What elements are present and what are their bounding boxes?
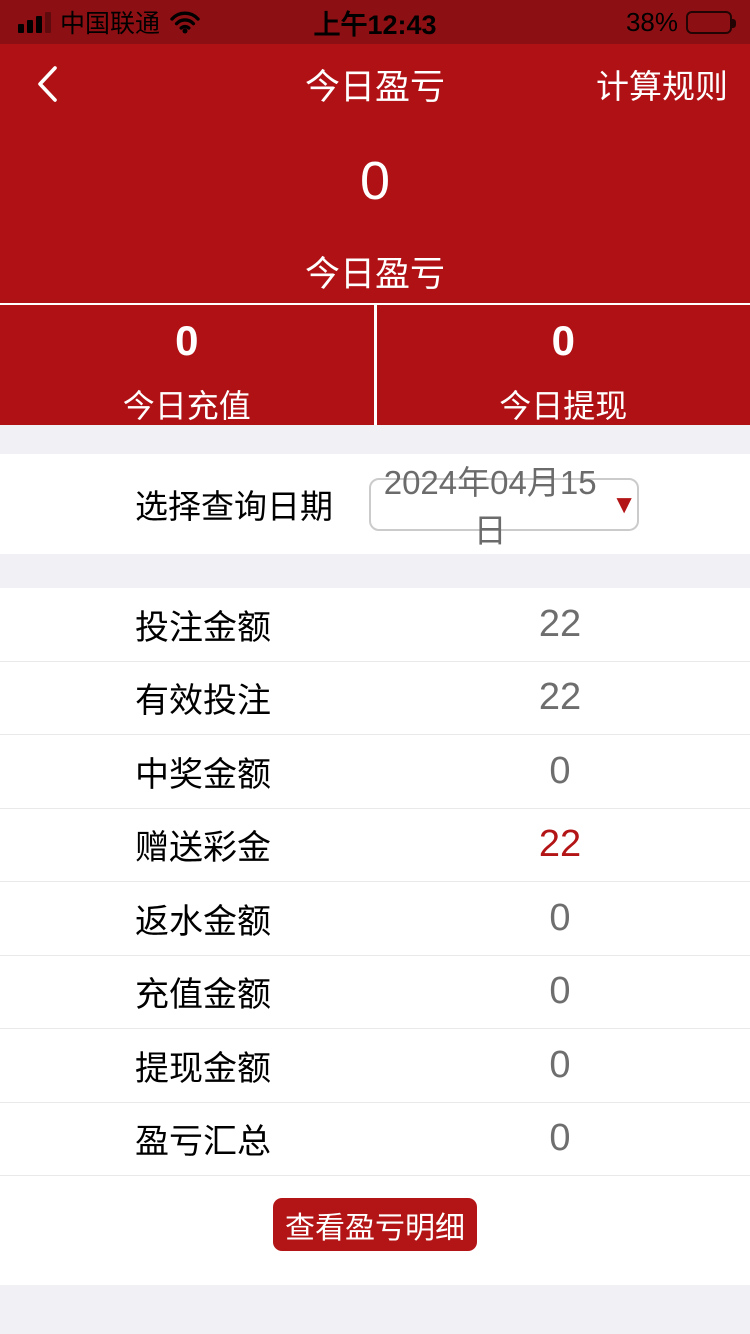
row-label: 返水金额 (135, 902, 271, 941)
battery-nub (732, 18, 736, 28)
row-label: 充值金额 (135, 976, 271, 1015)
button-area: 查看盈亏明细 (0, 1176, 750, 1285)
today-deposit-cell: 0 今日充值 (0, 305, 377, 425)
today-deposit-value: 0 (175, 317, 199, 364)
row-label: 提现金额 (135, 1049, 271, 1088)
today-profit-value: 0 (359, 151, 391, 211)
spacer-band (0, 554, 750, 588)
date-select-value: 2024年04月15日 (383, 464, 597, 549)
signal-strength-icon (18, 11, 51, 33)
date-select[interactable]: 2024年04月15日 ▼ (369, 464, 639, 549)
row-value: 0 (549, 1043, 571, 1086)
today-withdraw-cell: 0 今日提现 (377, 305, 750, 425)
status-bar: 中国联通 上午12:43 38% (0, 0, 750, 44)
row-value: 0 (549, 970, 571, 1013)
back-button[interactable] (26, 60, 70, 108)
nav-bar: 今日盈亏 计算规则 (0, 44, 750, 124)
row-value: 22 (538, 676, 582, 719)
row-label: 盈亏汇总 (135, 1123, 271, 1162)
dropdown-caret-icon: ▼ (611, 489, 637, 519)
table-row: 中奖金额 0 (0, 735, 750, 809)
row-label: 中奖金额 (135, 755, 271, 794)
table-row: 返水金额 0 (0, 882, 750, 956)
wifi-icon (169, 10, 201, 34)
table-row: 充值金额 0 (0, 956, 750, 1029)
date-picker-label: 选择查询日期 (135, 488, 333, 525)
row-value: 0 (549, 896, 571, 939)
row-value: 0 (549, 1117, 571, 1160)
row-value: 22 (538, 602, 582, 645)
today-deposit-label: 今日充值 (122, 388, 251, 424)
spacer-band (0, 425, 750, 454)
battery-icon (686, 10, 736, 34)
status-right: 38% (625, 6, 736, 38)
table-row: 提现金额 0 (0, 1029, 750, 1103)
today-profit-label: 今日盈亏 (304, 255, 445, 294)
row-label: 有效投注 (135, 682, 271, 721)
summary-cells: 0 今日充值 0 今日提现 (0, 303, 750, 425)
carrier-label: 中国联通 (60, 10, 161, 38)
table-row: 投注金额 22 (0, 588, 750, 662)
table-row: 有效投注 22 (0, 662, 750, 735)
page-title: 今日盈亏 (304, 67, 445, 107)
table-row: 盈亏汇总 0 (0, 1103, 750, 1176)
view-profit-detail-button[interactable]: 查看盈亏明细 (273, 1198, 477, 1251)
stats-list: 投注金额 22 有效投注 22 中奖金额 0 赠送彩金 22 返水金额 0 充值金额 0 提现金额 0 盈亏… (0, 588, 750, 1176)
row-label: 投注金额 (135, 608, 271, 647)
battery-percent-label: 38% (625, 6, 678, 37)
table-row: 赠送彩金 22 (0, 809, 750, 882)
today-profit-summary: 0 今日盈亏 (0, 124, 750, 303)
row-label: 赠送彩金 (135, 829, 271, 868)
today-withdraw-label: 今日提现 (499, 388, 628, 424)
calc-rules-button[interactable]: 计算规则 (596, 60, 728, 108)
date-picker-row: 选择查询日期 2024年04月15日 ▼ (0, 454, 750, 554)
status-left: 中国联通 (18, 4, 201, 40)
footer-band (0, 1285, 750, 1334)
row-value: 0 (549, 749, 571, 792)
row-value: 22 (538, 823, 582, 866)
chevron-left-icon (35, 64, 61, 104)
today-withdraw-value: 0 (551, 317, 575, 364)
